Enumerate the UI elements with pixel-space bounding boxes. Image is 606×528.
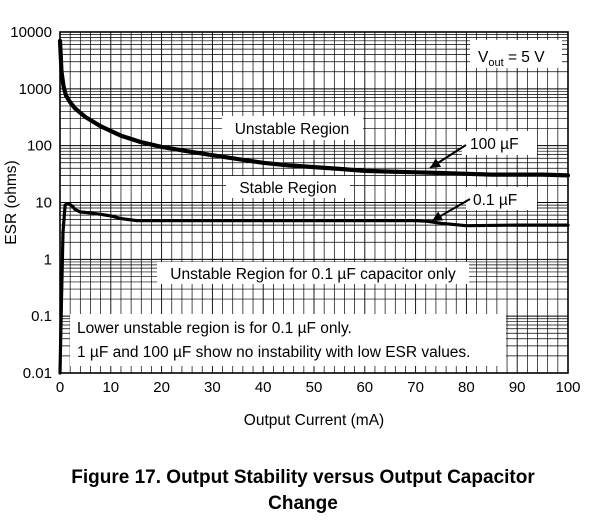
x-tick-labels: 0 10 20 30 40 50 60 70 80 90 100 [56, 379, 581, 396]
x-tick-label: 100 [555, 379, 580, 396]
label-arrows [429, 144, 471, 222]
box-stable [226, 176, 350, 198]
x-tick-label: 80 [458, 379, 475, 396]
y-tick-label: 10 [35, 195, 52, 212]
y-tick-label: 0.1 [31, 308, 52, 325]
x-tick-label: 40 [255, 379, 272, 396]
series-line-100uf [57, 38, 571, 178]
x-tick-label: 60 [356, 379, 373, 396]
x-tick-label: 90 [509, 379, 526, 396]
y-tick-labels: 0.01 0.1 1 10 100 1000 10000 [10, 24, 52, 382]
series-lines [57, 38, 571, 375]
series-line-01uf [58, 202, 570, 375]
annotation-boxes [70, 40, 562, 366]
x-tick-label: 20 [153, 379, 170, 396]
annotation-label-01uF: 0.1 µF [473, 192, 517, 209]
caption-line-1: Figure 17. Output Stability versus Outpu… [71, 467, 535, 488]
y-tick-label: 0.01 [23, 365, 52, 382]
y-tick-label: 100 [27, 138, 52, 155]
x-tick-label: 0 [56, 379, 64, 396]
annotation-note-line2: 1 µF and 100 µF show no instability with… [77, 344, 471, 361]
arrow-100uf-head [430, 158, 442, 168]
y-tick-label: 10000 [10, 24, 52, 41]
annotation-unstable-lower: Unstable Region for 0.1 µF capacitor onl… [170, 266, 456, 283]
box-label_01uF [466, 187, 537, 210]
box-unstable_lower [157, 262, 469, 284]
arrow-01uf-head [432, 211, 444, 221]
y-tick-label: 1000 [19, 81, 52, 98]
caption-line-2: Change [268, 493, 338, 514]
esr-stability-chart: 0 10 20 30 40 50 60 70 80 90 100 0.01 0.1 1 10 100 1000… [3, 24, 581, 429]
x-tick-label: 70 [407, 379, 424, 396]
annotation-stable: Stable Region [239, 180, 336, 197]
x-tick-label: 50 [306, 379, 323, 396]
figure-caption: Figure 17. Output Stability versus Outpu… [0, 465, 606, 517]
x-axis-label: Output Current (mA) [244, 412, 384, 429]
annotation-unstable-upper: Unstable Region [235, 121, 350, 138]
y-axis-label: ESR (ohms) [3, 160, 20, 244]
x-tick-label: 10 [102, 379, 119, 396]
box-label_100uF [462, 131, 537, 155]
x-tick-label: 30 [204, 379, 221, 396]
annotation-note-line1: Lower unstable region is for 0.1 µF only… [77, 320, 352, 337]
y-tick-label: 1 [44, 251, 52, 268]
box-note [70, 314, 506, 366]
box-vout [470, 40, 562, 68]
annotation-label-100uF: 100 µF [470, 136, 519, 153]
plot-frame [59, 31, 569, 374]
annotation-labels: Unstable Region Stable Region Unstable Reg… [77, 49, 545, 361]
box-unstable_upper [222, 116, 363, 140]
